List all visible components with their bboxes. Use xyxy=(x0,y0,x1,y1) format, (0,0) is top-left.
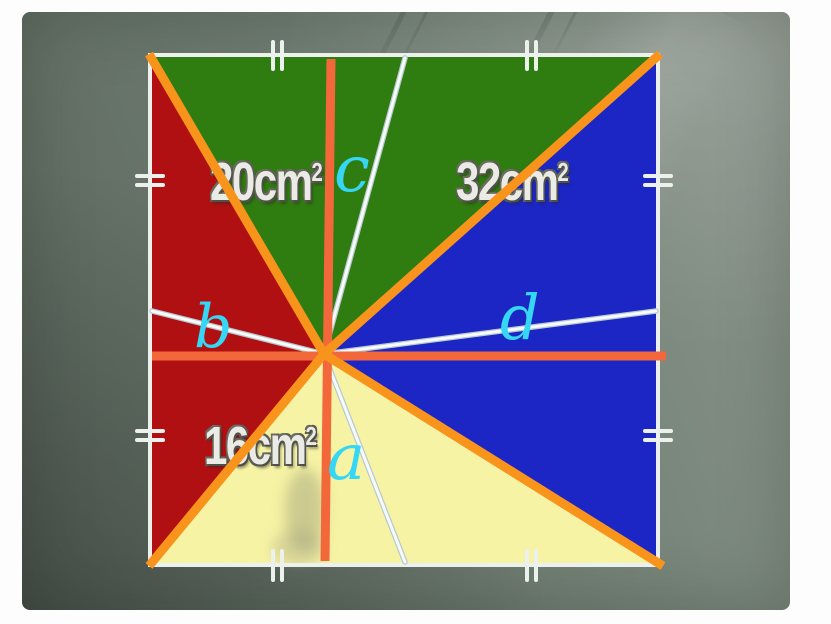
region-blue-right xyxy=(324,57,658,564)
eraser-smudge xyxy=(272,530,324,566)
diagonal-topright xyxy=(321,50,663,358)
tick-marks xyxy=(135,40,673,582)
midline-underlay xyxy=(149,55,659,565)
vertical-red-line xyxy=(320,58,336,562)
diagonal-bottomright xyxy=(321,350,666,570)
midline-right xyxy=(322,309,658,356)
midline-bottom xyxy=(322,352,407,564)
midpoint-lines xyxy=(149,55,659,565)
region-green-top xyxy=(151,57,658,354)
region-red-left xyxy=(151,57,324,564)
midline-core xyxy=(150,56,658,564)
cross-lines xyxy=(152,58,666,562)
diagonal-bottomleft xyxy=(145,351,328,569)
region-yellow-bottom xyxy=(151,354,658,564)
midline-top xyxy=(322,56,407,356)
diagonal-topleft xyxy=(145,51,328,357)
square-border xyxy=(148,53,660,567)
midline-left xyxy=(150,309,326,356)
corner-lines xyxy=(145,50,666,570)
